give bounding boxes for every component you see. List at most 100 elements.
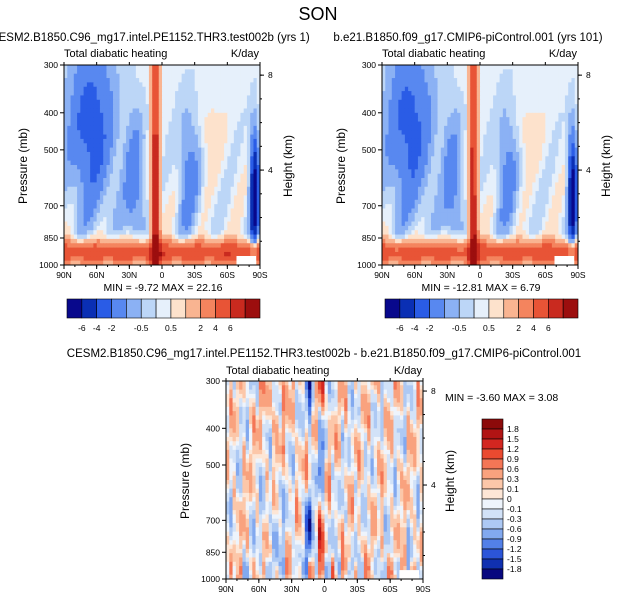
heatmap-cell [211, 195, 215, 201]
heatmap-cell [512, 217, 517, 222]
heatmap-cell [502, 151, 507, 157]
heatmap-cell [139, 225, 143, 231]
heatmap-cell [548, 121, 553, 127]
heatmap-cell [109, 247, 114, 253]
heatmap-cell [77, 178, 81, 183]
heatmap-cell [227, 243, 231, 249]
heatmap-cell [103, 82, 107, 88]
heatmap-cell [431, 156, 435, 162]
heatmap-cell [86, 121, 91, 127]
heatmap-cell [109, 165, 114, 170]
heatmap-cell [489, 199, 494, 205]
heatmap-cell [113, 130, 117, 135]
heatmap-cell [227, 125, 231, 131]
heatmap-cell [493, 156, 497, 162]
heatmap-cell [437, 65, 442, 70]
heatmap-cell [421, 147, 425, 153]
heatmap-cell [152, 182, 156, 188]
heatmap-cell [70, 208, 75, 214]
heatmap-cell [519, 125, 523, 131]
heatmap-cell [444, 65, 448, 70]
heatmap-cell [519, 151, 523, 157]
heatmap-cell [243, 195, 248, 201]
heatmap-cell [67, 243, 71, 249]
heatmap-cell [512, 130, 517, 135]
heatmap-cell [538, 178, 543, 183]
heatmap-cell [574, 134, 579, 140]
heatmap-cell [506, 173, 510, 179]
heatmap-cell [135, 156, 140, 162]
heatmap-cell [184, 108, 189, 114]
heatmap-cell [470, 117, 474, 122]
heatmap-cell [476, 121, 481, 127]
heatmap-cell [502, 143, 507, 149]
heatmap-cell [178, 69, 182, 75]
heatmap-cell [204, 230, 209, 235]
heatmap-cell [564, 95, 569, 101]
heatmap-cell [184, 82, 189, 88]
heatmap-cell [385, 156, 389, 162]
heatmap-cell [529, 182, 533, 188]
heatmap-cell [168, 95, 173, 101]
heatmap-cell [191, 108, 196, 114]
heatmap-cell [224, 230, 228, 235]
heatmap-cell [106, 86, 111, 92]
heatmap-cell [70, 247, 75, 253]
heatmap-cell [502, 69, 507, 75]
heatmap-cell [86, 199, 91, 205]
heatmap-cell [113, 243, 117, 249]
heatmap-cell [162, 208, 166, 214]
heatmap-cell [506, 112, 510, 118]
heatmap-cell [237, 130, 241, 135]
heatmap-cell [502, 130, 507, 135]
heatmap-cell [561, 195, 566, 201]
heatmap-cell [171, 65, 176, 70]
heatmap-cell [427, 160, 432, 166]
heatmap-cell [460, 169, 465, 175]
heatmap-cell [142, 238, 147, 244]
heatmap-cell [525, 212, 530, 218]
heatmap-cell [382, 91, 386, 96]
heatmap-cell [499, 125, 504, 131]
heatmap-cell [382, 160, 386, 166]
heatmap-cell [489, 147, 494, 153]
heatmap-cell [204, 234, 209, 240]
y-tick-label: 700 [44, 201, 58, 211]
heatmap-cell [64, 217, 68, 222]
heatmap-cell [509, 143, 514, 149]
heatmap-cell [113, 191, 117, 196]
heatmap-cell [191, 143, 196, 149]
heatmap-cell [385, 65, 389, 70]
heatmap-cell [139, 243, 143, 249]
heatmap-cell [502, 65, 507, 70]
heatmap-cell [162, 73, 166, 79]
heatmap-cell [106, 204, 111, 209]
heatmap-cell [417, 117, 422, 122]
heatmap-cell [162, 247, 166, 253]
heatmap-cell [404, 173, 409, 179]
heatmap-cell [250, 151, 254, 157]
heatmap-cell [470, 121, 474, 127]
heatmap-cell [450, 208, 455, 214]
heatmap-cell [152, 230, 156, 235]
heatmap-cell [404, 199, 409, 205]
heatmap-cell [509, 204, 514, 209]
heatmap-cell [470, 204, 474, 209]
heatmap-cell [155, 217, 160, 222]
heatmap-cell [240, 243, 245, 249]
heatmap-cell [486, 99, 491, 105]
heatmap-cell [493, 78, 497, 83]
heatmap-cell [93, 147, 98, 153]
heatmap-cell [142, 221, 147, 227]
heatmap-cell [188, 243, 192, 249]
heatmap-cell [243, 165, 248, 170]
heatmap-cell [529, 191, 533, 196]
heatmap-cell [424, 69, 429, 75]
heatmap-cell [152, 186, 156, 192]
heatmap-cell [178, 238, 182, 244]
heatmap-cell [391, 147, 396, 153]
heatmap-cell [181, 134, 186, 140]
heatmap-cell [70, 165, 75, 170]
heatmap-cell [512, 204, 517, 209]
heatmap-cell [555, 108, 559, 114]
